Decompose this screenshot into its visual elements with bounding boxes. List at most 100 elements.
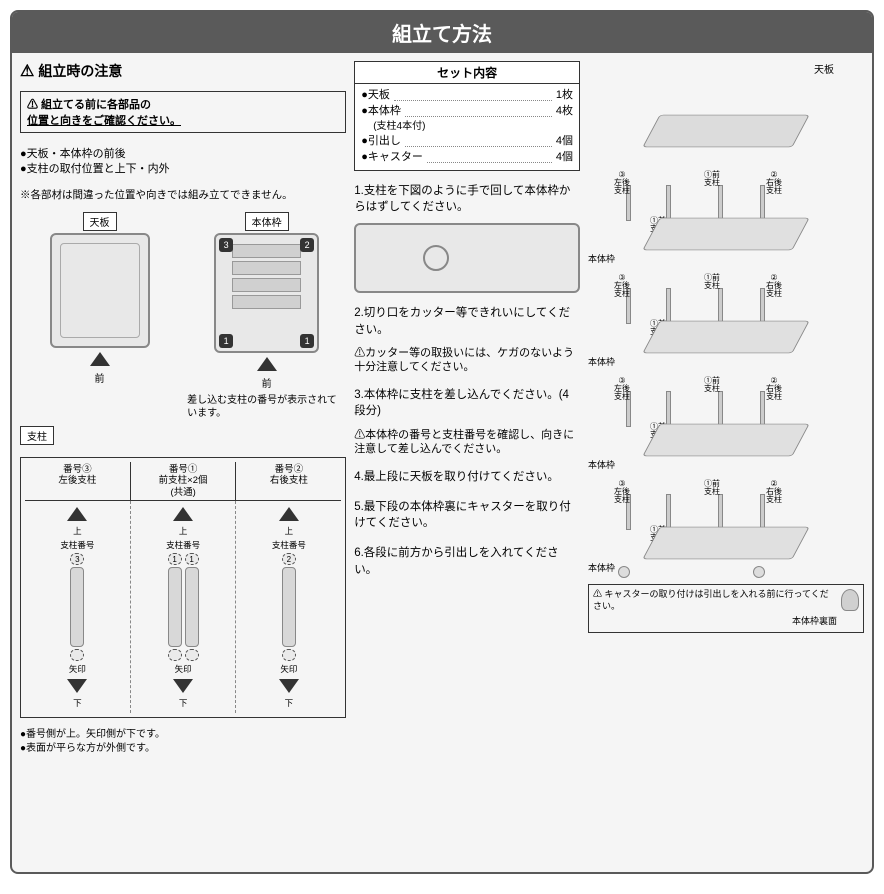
badge-b — [168, 649, 182, 661]
arrow-up-icon — [257, 357, 277, 371]
badge-2: 2 — [282, 553, 296, 565]
caster-note-box: ⚠ キャスターの取り付けは引出しを入れる前に行ってください。 本体枠裏面 — [588, 584, 864, 633]
layer-2: ③ 左後 支柱 ①前 支柱 ①前 支柱 ② 右後 支柱 本体枠 — [588, 268, 864, 368]
pillar-2 — [282, 567, 296, 647]
step-2: 2.切り口をカッター等できれいにしてください。 — [354, 305, 580, 337]
frame-3d — [642, 424, 809, 457]
frame-3d — [642, 218, 809, 251]
pillar-pair: 1 1 — [168, 553, 199, 661]
arrow-up-icon — [67, 507, 87, 521]
step-5: 5.最下段の本体枠裏にキャスターを取り付けてください。 — [354, 499, 580, 531]
step-3: 3.本体枠に支柱を差し込んでください。(4段分) — [354, 387, 580, 419]
frame-3d — [642, 527, 809, 560]
instruction-sheet: 組立て方法 ⚠ 組立時の注意 ⚠ 組立てる前に各部品の 位置と向きをご確認くださ… — [10, 10, 874, 874]
arrow-up-icon — [173, 507, 193, 521]
tenban-label: 天板 — [588, 61, 834, 76]
leg-label-2: ② 右後 支柱 — [766, 171, 782, 195]
leg — [760, 288, 765, 324]
shichu-col-2: 上 支柱番号 2 矢印 下 — [236, 501, 341, 713]
hontai-shape: 3 2 1 1 — [214, 233, 319, 353]
shichu-notes: 番号側が上。矢印側が下です。 表面が平らな方が外側です。 — [20, 728, 346, 756]
arrow-down-icon — [67, 679, 87, 693]
mae-label-1: 前 — [95, 370, 105, 385]
step-4: 4.最上段に天板を取り付けてください。 — [354, 469, 580, 485]
bullet-2: 支柱の取付位置と上下・内外 — [20, 162, 346, 177]
hontai-caption: 差し込む支柱の番号が表示されています。 — [187, 394, 346, 420]
leg — [666, 494, 671, 530]
frame-caption: 本体枠 — [588, 355, 615, 368]
fig-tenban: 天板 前 — [20, 212, 179, 420]
up-label: 上 — [73, 525, 82, 537]
caster-note-text: ⚠ キャスターの取り付けは引出しを入れる前に行ってください。 — [593, 589, 837, 612]
content-row: (支柱4本付) — [361, 120, 573, 135]
step-2-warn: ⚠カッター等の取扱いには、ケガのないよう十分注意してください。 — [354, 346, 580, 376]
down-label: 下 — [285, 697, 294, 709]
pillar-1a — [168, 567, 182, 647]
leg-label-3: ③ 左後 支柱 — [614, 171, 630, 195]
shichu-h2: 番号① 前支柱×2個 (共通) — [131, 462, 237, 500]
col-left: ⚠ 組立時の注意 ⚠ 組立てる前に各部品の 位置と向きをご確認ください。 天板・… — [20, 61, 346, 864]
badge-b — [70, 649, 84, 661]
leg-label-3: ③ 左後 支柱 — [614, 480, 630, 504]
leg-label-3: ③ 左後 支柱 — [614, 377, 630, 401]
content-row: ●キャスター4個 — [361, 150, 573, 166]
fig-hontai: 本体枠 3 2 1 1 前 差し込む支柱の番号が表示されています。 — [187, 212, 346, 420]
drawer-line — [232, 261, 301, 275]
leg — [666, 391, 671, 427]
pillar-3 — [70, 567, 84, 647]
warning-icon: ⚠ — [20, 61, 34, 81]
leg — [718, 185, 723, 221]
pillar-1b — [185, 567, 199, 647]
page-title: 組立て方法 — [12, 12, 872, 53]
badge-b — [185, 649, 199, 661]
leg — [718, 494, 723, 530]
tenban-shape — [50, 233, 150, 348]
leg — [760, 185, 765, 221]
corner-1l: 1 — [219, 334, 233, 348]
layer-3: ③ 左後 支柱 ①前 支柱 ①前 支柱 ② 右後 支柱 本体枠 — [588, 371, 864, 471]
col-middle: セット内容 ●天板1枚 ●本体枠4枚 (支柱4本付) ●引出し4個 ●キャスター… — [354, 61, 580, 864]
caution-line2: 位置と向きをご確認ください。 — [27, 112, 339, 128]
up-label: 上 — [179, 525, 188, 537]
leg-label-1b: ①前 支柱 — [704, 274, 720, 290]
drawer-line — [232, 295, 301, 309]
shichu-body: 上 支柱番号 3 矢印 下 上 支柱番号 — [25, 501, 341, 713]
assembly-note: ※各部材は間違った位置や向きでは組み立てできません。 — [20, 188, 346, 202]
corner-1r: 1 — [300, 334, 314, 348]
frame-caption: 本体枠 — [588, 458, 615, 471]
leg — [666, 185, 671, 221]
tag-tenban: 天板 — [83, 212, 117, 231]
step-3-warn: ⚠本体枠の番号と支柱番号を確認し、向きに注意して差し込んでください。 — [354, 428, 580, 458]
numlabel: 支柱番号 — [272, 539, 306, 551]
caution-heading-text: 組立時の注意 — [38, 61, 122, 81]
tag-hontai: 本体枠 — [245, 212, 289, 231]
caster-shape-icon — [841, 589, 859, 611]
badge-1a: 1 — [168, 553, 182, 565]
numlabel: 支柱番号 — [166, 539, 200, 551]
layer-1: ③ 左後 支柱 ①前 支柱 ①前 支柱 ② 右後 支柱 本体枠 — [588, 165, 864, 265]
drawer-line — [232, 244, 301, 258]
frame-caption: 本体枠 — [588, 252, 615, 265]
frame-3d — [642, 321, 809, 354]
shichu-note-1: 番号側が上。矢印側が下です。 — [20, 728, 346, 742]
layer-4: ③ 左後 支柱 ①前 支柱 ①前 支柱 ② 右後 支柱 本体枠 — [588, 474, 864, 574]
leg-label-2: ② 右後 支柱 — [766, 274, 782, 298]
leg — [760, 494, 765, 530]
shichu-table: 番号③ 左後支柱 番号① 前支柱×2個 (共通) 番号② 右後支柱 上 支柱番号… — [20, 457, 346, 718]
caster-caption: 本体枠裏面 — [593, 616, 837, 628]
shichu-note-2: 表面が平らな方が外側です。 — [20, 742, 346, 756]
contents-title: セット内容 — [355, 62, 579, 84]
caution-box: ⚠ 組立てる前に各部品の 位置と向きをご確認ください。 — [20, 91, 346, 133]
step-1: 1.支柱を下図のように手で回して本体枠からはずしてください。 — [354, 183, 580, 215]
set-contents: セット内容 ●天板1枚 ●本体枠4枚 (支柱4本付) ●引出し4個 ●キャスター… — [354, 61, 580, 171]
rotate-icon — [423, 245, 449, 271]
leg — [718, 391, 723, 427]
bullet-1: 天板・本体枠の前後 — [20, 147, 346, 162]
content-row: ●天板1枚 — [361, 88, 573, 104]
layer-top — [588, 82, 864, 162]
shichu-h1: 番号③ 左後支柱 — [25, 462, 131, 500]
leg — [666, 288, 671, 324]
leg-label-1b: ①前 支柱 — [704, 171, 720, 187]
mae-label-2: 前 — [262, 375, 272, 390]
leg — [718, 288, 723, 324]
